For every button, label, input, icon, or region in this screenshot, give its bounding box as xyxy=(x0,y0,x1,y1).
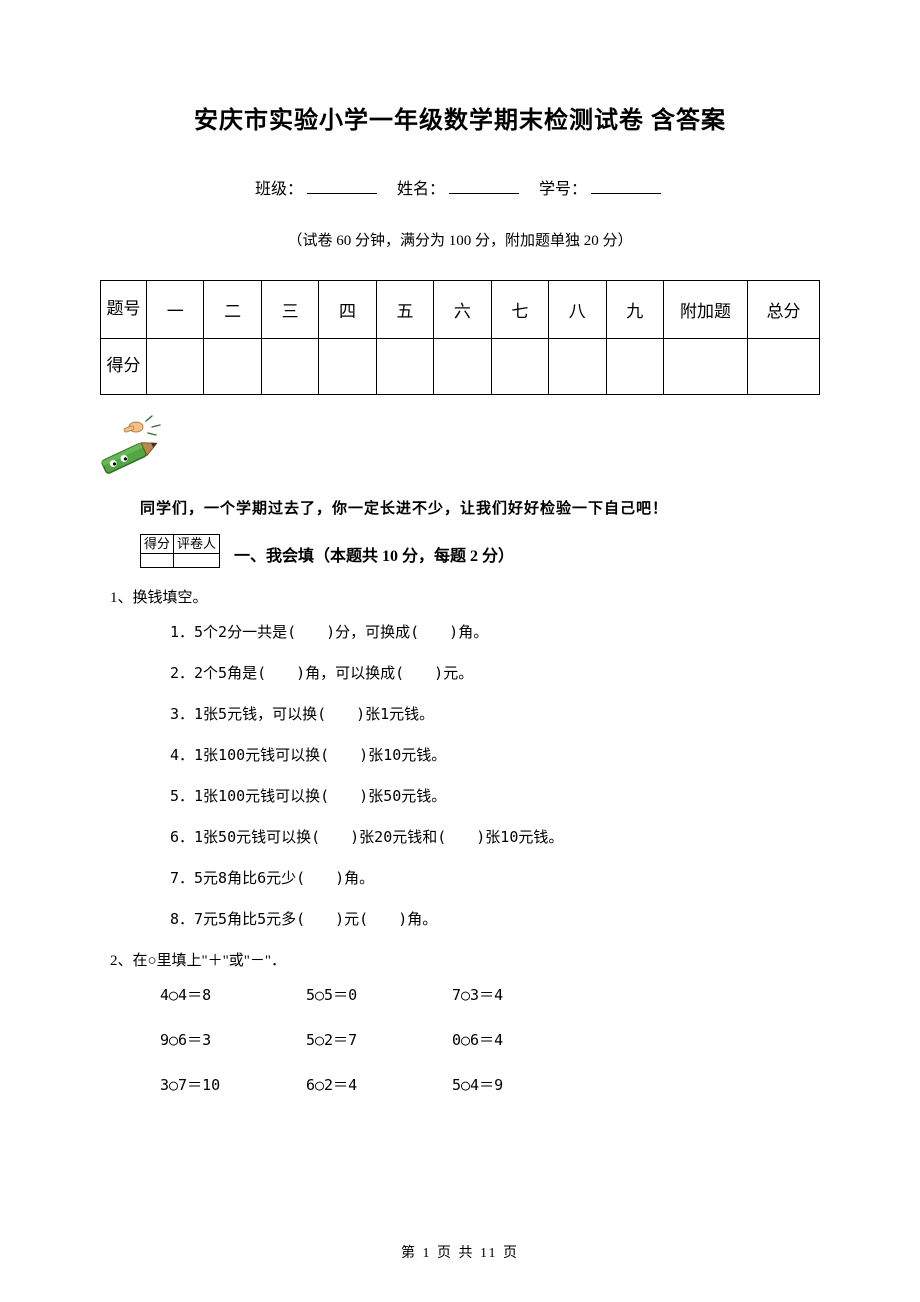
col-9: 九 xyxy=(606,281,664,339)
q2-label: 2、在○里填上"＋"或"－"． xyxy=(110,949,820,970)
class-blank[interactable] xyxy=(307,176,377,194)
score-cell[interactable] xyxy=(147,339,204,395)
col-4: 四 xyxy=(319,281,376,339)
score-table: 题号 一 二 三 四 五 六 七 八 九 附加题 总分 得分 xyxy=(100,280,820,395)
score-cell[interactable] xyxy=(748,339,820,395)
duration-note: （试卷 60 分钟，满分为 100 分，附加题单独 20 分） xyxy=(100,229,820,250)
col-5: 五 xyxy=(376,281,433,339)
page-title: 安庆市实验小学一年级数学期末检测试卷 含答案 xyxy=(100,100,820,135)
name-blank[interactable] xyxy=(449,176,519,194)
page-footer: 第 1 页 共 11 页 xyxy=(0,1242,920,1262)
col-total: 总分 xyxy=(748,281,820,339)
q1-item: 6．1张50元钱可以换( )张20元钱和( )张10元钱。 xyxy=(170,826,820,847)
q1-item: 2．2个5角是( )角，可以换成( )元。 xyxy=(170,662,820,683)
score-cell[interactable] xyxy=(376,339,433,395)
eq-row: 4○4＝8 5○5＝0 7○3＝4 xyxy=(160,984,820,1005)
q1-item: 7．5元8角比6元少( )角。 xyxy=(170,867,820,888)
q1-item: 5．1张100元钱可以换( )张50元钱。 xyxy=(170,785,820,806)
col-6: 六 xyxy=(434,281,491,339)
score-cell[interactable] xyxy=(319,339,376,395)
eq-cell: 5○4＝9 xyxy=(452,1074,538,1095)
score-cell[interactable] xyxy=(606,339,664,395)
score-table-header-row: 题号 一 二 三 四 五 六 七 八 九 附加题 总分 xyxy=(101,281,820,339)
col-extra: 附加题 xyxy=(664,281,748,339)
eq-cell: 5○2＝7 xyxy=(306,1029,392,1050)
name-label: 姓名： xyxy=(397,181,445,198)
section-header-row: 得分 评卷人 一、我会填（本题共 10 分，每题 2 分） xyxy=(140,534,820,568)
eq-cell: 3○7＝10 xyxy=(160,1074,246,1095)
score-cell[interactable] xyxy=(491,339,548,395)
score-cell[interactable] xyxy=(204,339,261,395)
mini-grader-label: 评卷人 xyxy=(174,535,220,554)
class-label: 班级： xyxy=(255,181,303,198)
eq-cell: 6○2＝4 xyxy=(306,1074,392,1095)
student-meta: 班级： 姓名： 学号： xyxy=(100,175,820,199)
id-label: 学号： xyxy=(539,181,587,198)
q1-label: 1、换钱填空。 xyxy=(110,586,820,607)
pencil-icon xyxy=(90,413,820,479)
section-1-title: 一、我会填（本题共 10 分，每题 2 分） xyxy=(234,542,514,568)
eq-cell: 7○3＝4 xyxy=(452,984,538,1005)
score-cell[interactable] xyxy=(664,339,748,395)
score-cell[interactable] xyxy=(549,339,606,395)
eq-cell: 9○6＝3 xyxy=(160,1029,246,1050)
eq-row: 3○7＝10 6○2＝4 5○4＝9 xyxy=(160,1074,820,1095)
eq-cell: 5○5＝0 xyxy=(306,984,392,1005)
q1-item: 3．1张5元钱，可以换( )张1元钱。 xyxy=(170,703,820,724)
eq-row: 9○6＝3 5○2＝7 0○6＝4 xyxy=(160,1029,820,1050)
col-7: 七 xyxy=(491,281,548,339)
mini-grader-cell[interactable] xyxy=(174,554,220,568)
q1-item: 1．5个2分一共是( )分，可换成( )角。 xyxy=(170,621,820,642)
col-8: 八 xyxy=(549,281,606,339)
q1-item: 4．1张100元钱可以换( )张10元钱。 xyxy=(170,744,820,765)
col-1: 一 xyxy=(147,281,204,339)
id-blank[interactable] xyxy=(591,176,661,194)
encourage-text: 同学们，一个学期过去了，你一定长进不少，让我们好好检验一下自己吧！ xyxy=(140,497,820,518)
q1-item: 8．7元5角比5元多( )元( )角。 xyxy=(170,908,820,929)
eq-cell: 4○4＝8 xyxy=(160,984,246,1005)
score-header-label: 题号 xyxy=(101,281,147,339)
score-cell[interactable] xyxy=(434,339,491,395)
q2-grid: 4○4＝8 5○5＝0 7○3＝4 9○6＝3 5○2＝7 0○6＝4 3○7＝… xyxy=(160,984,820,1095)
exam-page: 安庆市实验小学一年级数学期末检测试卷 含答案 班级： 姓名： 学号： （试卷 6… xyxy=(0,0,920,1302)
score-cell[interactable] xyxy=(261,339,318,395)
mini-score-label: 得分 xyxy=(141,535,174,554)
mini-score-cell[interactable] xyxy=(141,554,174,568)
col-2: 二 xyxy=(204,281,261,339)
score-table-score-row: 得分 xyxy=(101,339,820,395)
eq-cell: 0○6＝4 xyxy=(452,1029,538,1050)
col-3: 三 xyxy=(261,281,318,339)
score-row-label: 得分 xyxy=(101,339,147,395)
grader-mini-table: 得分 评卷人 xyxy=(140,534,220,568)
